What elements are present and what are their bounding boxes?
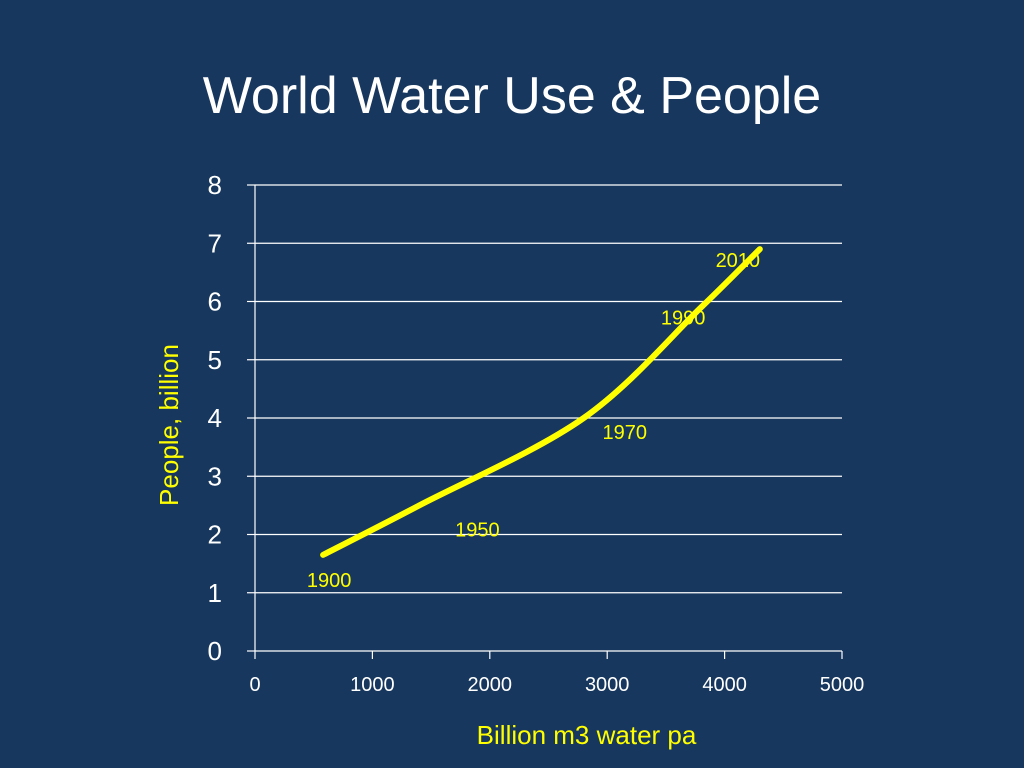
point-label-1970: 1970 xyxy=(602,422,647,444)
series-line xyxy=(320,246,763,558)
y-tick-label-5: 5 xyxy=(208,345,222,375)
x-tick-label-3000: 3000 xyxy=(585,674,630,696)
y-tick-label-3: 3 xyxy=(208,461,222,491)
y-tick-label-7: 7 xyxy=(208,228,222,258)
y-tick-label-1: 1 xyxy=(208,578,222,608)
x-tick-label-5000: 5000 xyxy=(820,674,865,696)
grid-lines xyxy=(255,184,842,594)
point-labels: 1900 1950 1970 1990 2010 xyxy=(307,250,760,592)
x-tick-label-1000: 1000 xyxy=(350,674,395,696)
point-label-1990: 1990 xyxy=(661,307,706,329)
x-tick-label-0: 0 xyxy=(249,674,260,696)
point-label-2010: 2010 xyxy=(716,250,761,272)
y-axis-title: People, billion xyxy=(154,344,184,506)
x-axis-title: Billion m3 water pa xyxy=(477,720,697,750)
y-tick-label-0: 0 xyxy=(208,636,222,666)
x-tick-label-4000: 4000 xyxy=(702,674,747,696)
slide-title: World Water Use & People xyxy=(202,67,822,125)
x-tick-label-2000: 2000 xyxy=(468,674,513,696)
y-ticks: 0 1 2 3 4 5 6 7 8 xyxy=(208,170,255,666)
y-tick-label-2: 2 xyxy=(208,520,222,550)
x-ticks: 0 1000 2000 3000 4000 5000 xyxy=(249,651,864,696)
point-label-1950: 1950 xyxy=(455,519,500,541)
y-tick-label-4: 4 xyxy=(208,403,222,433)
y-tick-label-8: 8 xyxy=(208,170,222,200)
point-label-1900: 1900 xyxy=(307,570,352,592)
y-tick-label-6: 6 xyxy=(208,287,222,317)
